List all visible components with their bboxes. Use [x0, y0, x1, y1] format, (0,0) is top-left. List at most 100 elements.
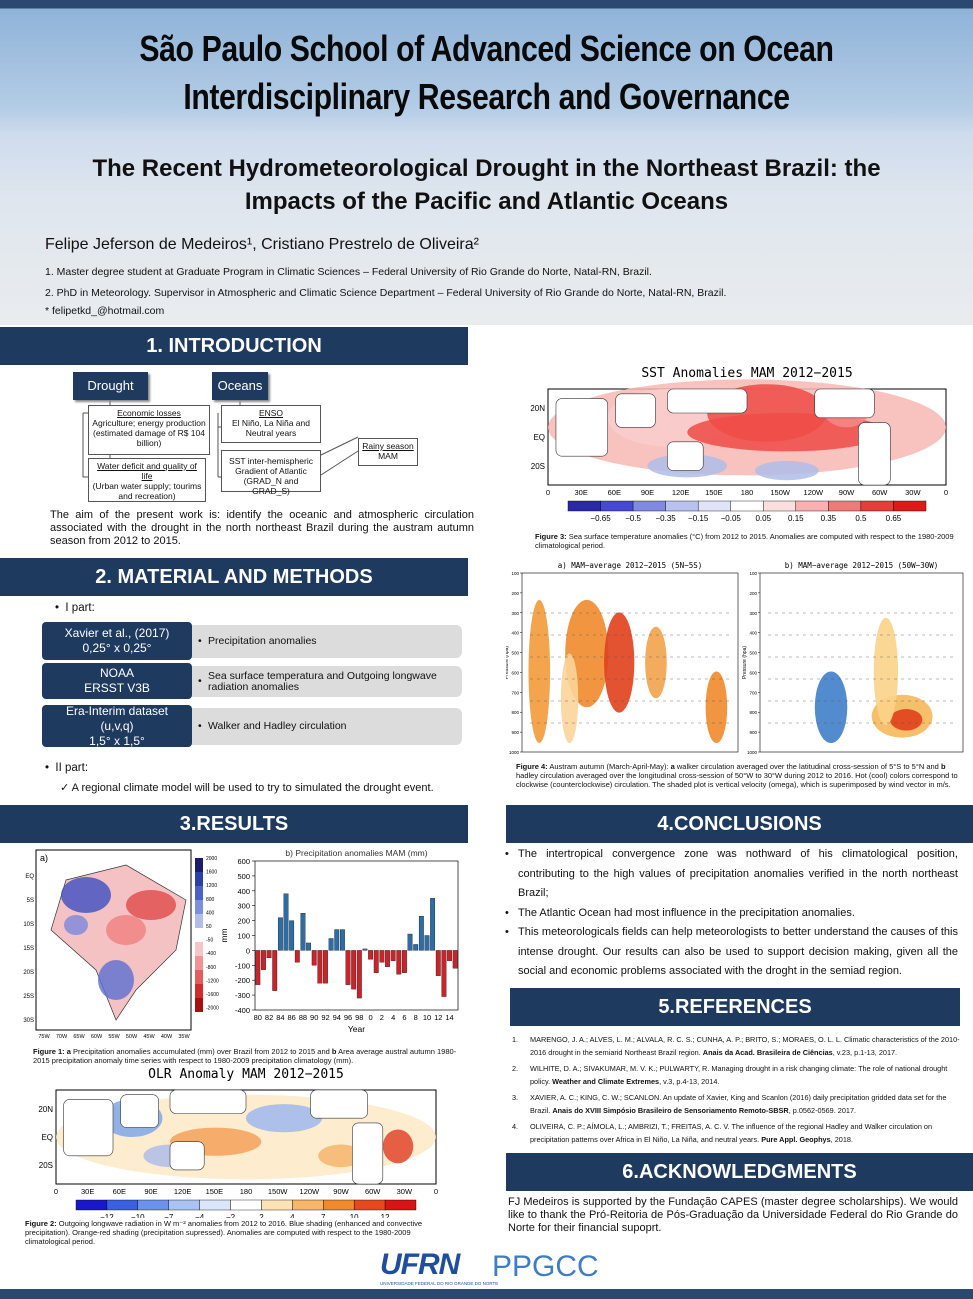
colorbar-cell	[199, 1199, 231, 1211]
bar	[289, 920, 295, 951]
lon-label: 35W	[178, 1034, 190, 1040]
shading	[560, 653, 579, 744]
ref-part: WILHITE, D. A.; SIVAKUMAR, M. V. K.; PUL…	[530, 1064, 948, 1086]
bar	[452, 950, 458, 969]
ref-text: WILHITE, D. A.; SIVAKUMAR, M. V. K.; PUL…	[530, 1062, 960, 1088]
colorbar-cell	[195, 886, 203, 900]
box-text: El Niño, La Niña and Neutral years	[232, 418, 310, 438]
x-tick-label: 8	[414, 1013, 418, 1022]
lon-label: 90E	[641, 488, 654, 497]
map-title: SST Anomalies MAM 2012−2015	[641, 366, 852, 381]
source-box: NOAA ERSST V3B	[42, 663, 192, 699]
figure4: a) MAM−average 2012−2015 (5N−5S) 100 200 30…	[506, 561, 964, 755]
x-tick-label: 14	[445, 1013, 453, 1022]
y-tick-label: 1000	[747, 750, 758, 755]
lon-label: 60E	[608, 488, 621, 497]
part-item: ✓ A regional climate model will be used …	[60, 782, 434, 794]
y-tick-label: 600	[511, 670, 519, 675]
conclusions-list: The intertropical convergence zone was n…	[505, 845, 958, 982]
lon-label: 60E	[113, 1187, 126, 1196]
source-box: Xavier et al., (2017) 0,25° x 0,25°	[42, 622, 192, 660]
lat-label: 5S	[27, 898, 34, 904]
lon-label: 40W	[161, 1034, 173, 1040]
lat-label: 20S	[39, 1161, 53, 1170]
lon-label: 120W	[300, 1187, 321, 1196]
ref-part: MARENGO, J. A.; ALVES, L. M.; ALVALA, R.…	[530, 1035, 960, 1057]
ref-part: , 2018.	[830, 1135, 853, 1144]
bar	[435, 950, 441, 976]
panel-title: a) MAM−average 2012−2015 (5N−5S)	[558, 561, 703, 570]
colorbar-cell	[600, 500, 634, 512]
y-axis-label: mm	[219, 928, 229, 942]
colorbar-label: −4	[195, 1213, 205, 1218]
caption-part: Figure 4:	[516, 762, 548, 771]
colorbar-label: 10	[350, 1213, 359, 1218]
shading	[98, 960, 134, 1000]
caption: Figure 2: Outgoing longwave radiation in…	[25, 1219, 445, 1246]
colorbar-label: 0.35	[821, 514, 837, 523]
ref-part: Weather and Climate Extremes	[552, 1077, 660, 1086]
x-tick-label: 94	[333, 1013, 341, 1022]
source-line: Xavier et al., (2017)	[64, 626, 170, 640]
description: Precipitation anomalies	[186, 625, 462, 658]
y-tick-label: 700	[749, 690, 757, 695]
section-heading: 3.RESULTS	[0, 805, 468, 843]
source-line: NOAA	[99, 666, 134, 680]
colorbar-cell	[632, 500, 666, 512]
land	[310, 1089, 368, 1119]
ref-part: OLIVEIRA, C. P.; AÍMOLA, L.; AMBRIZI, T.…	[530, 1122, 933, 1144]
colorbar-label: −0.05	[721, 514, 742, 523]
y-tick-label: 900	[511, 730, 519, 735]
bar	[385, 950, 390, 967]
colorbar-label: -2000	[206, 1006, 219, 1012]
colorbar-label: 7	[321, 1213, 326, 1218]
bar	[294, 950, 300, 963]
lon-label: 50W	[126, 1034, 138, 1040]
source-line: ERSST V3B	[84, 681, 150, 695]
lat-label: 20S	[531, 462, 545, 471]
box-title: Water deficit and quality of life	[97, 461, 197, 481]
colorbar-cell	[384, 1199, 417, 1211]
colorbar-cell	[763, 500, 797, 512]
lon-label: 0	[54, 1187, 58, 1196]
colorbar-cell	[195, 984, 203, 998]
y-axis-label: Pressure (hpa)	[506, 646, 510, 679]
colorbar-label: 800	[206, 897, 215, 903]
box-text: Agriculture; energy production (estimate…	[92, 418, 206, 448]
reference: 4. OLIVEIRA, C. P.; AÍMOLA, L.; AMBRIZI, …	[510, 1120, 960, 1146]
y-tick-label: 600	[237, 857, 250, 866]
shading	[528, 599, 551, 744]
x-tick-label: 10	[423, 1013, 431, 1022]
colorbar-cell	[697, 500, 731, 512]
subtitle: The Recent Hydrometeorological Drought i…	[92, 155, 881, 182]
y-tick-label: 400	[511, 631, 519, 636]
box-title: ENSO	[258, 408, 284, 418]
y-tick-label: 900	[749, 730, 757, 735]
colorbar-cell	[665, 500, 699, 512]
bar	[311, 950, 317, 966]
figure1-map: a) EQ 5S 10S 15S 20S 25S 30S 75W 70W 65W 60W 55W 50W 4…	[23, 849, 219, 1040]
authors: Felipe Jeferson de Medeiros¹, Cristiano …	[45, 236, 479, 253]
bar	[373, 950, 379, 973]
part-text: I part:	[65, 602, 95, 614]
ufrn-logo: UFRN	[380, 1248, 460, 1281]
bar	[255, 950, 261, 985]
colorbar-cell	[567, 500, 601, 512]
y-tick-label: 500	[237, 872, 250, 881]
colorbar-label: -400	[206, 951, 216, 957]
title: Interdisciplinary Research and Governanc…	[183, 76, 790, 117]
land	[615, 393, 656, 428]
footer-bar	[0, 1289, 973, 1299]
y-tick-label: 300	[749, 611, 757, 616]
colorbar-label: -1600	[206, 992, 219, 998]
colorbar-label: 4	[290, 1213, 295, 1218]
colorbar-cell	[75, 1199, 108, 1211]
land	[667, 441, 704, 471]
y-tick-label: 100	[749, 571, 757, 576]
acknowledgments-text: FJ Medeiros is supported by the Fundação…	[508, 1196, 958, 1234]
bar	[447, 950, 452, 961]
reference: 2. WILHITE, D. A.; SIVAKUMAR, M. V. K.; P…	[510, 1062, 960, 1088]
shading	[604, 612, 635, 713]
lat-label: 15S	[23, 946, 34, 952]
